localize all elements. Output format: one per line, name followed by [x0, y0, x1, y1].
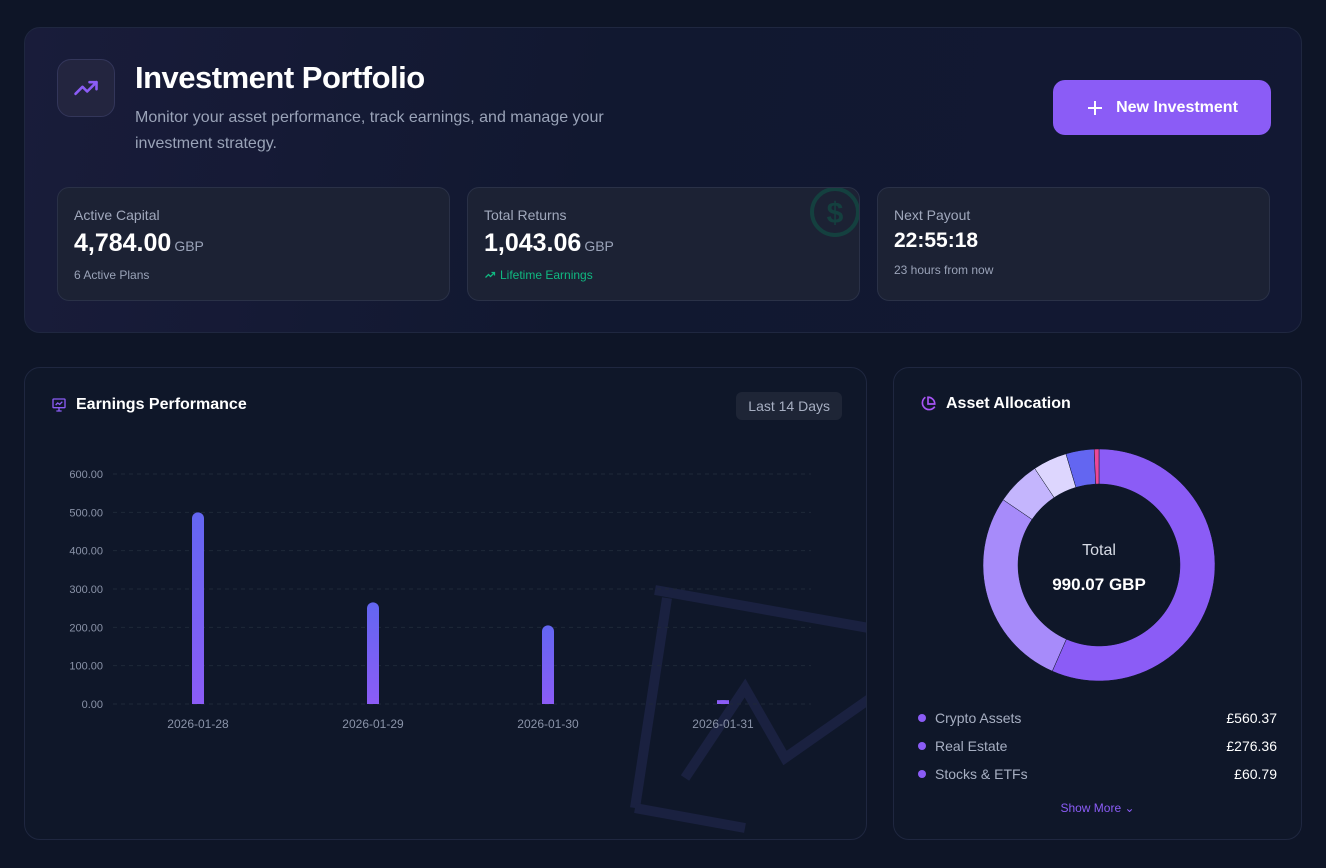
donut-slice[interactable] — [1093, 448, 1100, 485]
legend-dot — [918, 770, 926, 778]
legend-amount: £276.36 — [1226, 738, 1277, 754]
y-tick-label: 500.00 — [69, 507, 103, 519]
bar-base — [192, 698, 204, 704]
bar-base — [367, 698, 379, 704]
stat-note: 6 Active Plans — [74, 268, 150, 282]
show-more-button[interactable]: Show More ⌄ — [894, 801, 1301, 815]
plus-icon — [1088, 100, 1103, 115]
legend-name: Real Estate — [935, 738, 1008, 754]
stat-label: Total Returns — [484, 207, 567, 223]
presentation-chart-icon — [52, 398, 66, 412]
x-tick-label: 2026-01-29 — [342, 717, 404, 731]
card-title: Earnings Performance — [76, 396, 247, 413]
stat-note: Lifetime Earnings — [500, 268, 593, 282]
legend-name: Crypto Assets — [935, 710, 1022, 726]
y-tick-label: 400.00 — [69, 546, 103, 558]
trending-up-icon — [485, 271, 496, 278]
svg-text:$: $ — [827, 197, 844, 230]
stat-total-returns: $ Total Returns 1,043.06 GBP Lifetime Ear… — [467, 187, 860, 301]
allocation-card: Asset Allocation Total 990.07 GBP Crypto … — [893, 367, 1302, 840]
new-investment-button[interactable]: New Investment — [1053, 80, 1271, 135]
y-tick-label: 0.00 — [82, 699, 103, 711]
legend-amount: £60.79 — [1234, 766, 1277, 782]
y-tick-label: 100.00 — [69, 661, 103, 673]
x-tick-label: 2026-01-28 — [167, 717, 229, 731]
y-tick-label: 600.00 — [69, 469, 103, 481]
bar-base — [542, 698, 554, 704]
stat-value: 1,043.06 — [484, 229, 582, 257]
legend-dot — [918, 714, 926, 722]
new-investment-label: New Investment — [1116, 98, 1238, 116]
y-tick-label: 200.00 — [69, 622, 103, 634]
card-title: Asset Allocation — [946, 395, 1071, 412]
show-more-label: Show More — [1060, 801, 1122, 815]
stat-next-payout: Next Payout 22:55:18 23 hours from now — [877, 187, 1270, 301]
stat-active-capital: Active Capital 4,784.00 GBP 6 Active Plan… — [57, 187, 450, 301]
legend-dot — [918, 742, 926, 750]
pie-chart-icon — [921, 396, 936, 411]
date-range-selector[interactable]: Last 14 Days — [736, 392, 842, 420]
page-subtitle: Monitor your asset performance, track ea… — [135, 109, 604, 152]
page-title: Investment Portfolio — [135, 60, 425, 95]
portfolio-header: Investment Portfolio Monitor your asset … — [24, 27, 1302, 333]
stat-unit: GBP — [584, 238, 614, 254]
donut-center-label: Total — [1082, 542, 1116, 559]
earnings-card: Earnings Performance Last 14 Days 0.00 10… — [24, 367, 867, 840]
earnings-bar-chart: 0.00 100.00 200.00 300.00 400.00 500.00 600.00… — [69, 469, 811, 731]
legend-item: Real Estate £276.36 — [918, 738, 1277, 754]
legend-amount: £560.37 — [1226, 710, 1277, 726]
y-tick-label: 300.00 — [69, 584, 103, 596]
bar[interactable] — [542, 625, 554, 704]
stat-value: 22:55:18 — [894, 229, 979, 252]
stat-label: Next Payout — [894, 207, 971, 223]
stat-unit: GBP — [174, 238, 204, 254]
bar[interactable] — [367, 602, 379, 704]
legend-item: Stocks & ETFs £60.79 — [918, 766, 1277, 782]
x-tick-label: 2026-01-30 — [517, 717, 579, 731]
donut-center-value: 990.07 GBP — [1052, 575, 1146, 594]
bar[interactable] — [192, 512, 204, 704]
trending-up-icon — [57, 59, 115, 117]
stat-label: Active Capital — [74, 207, 160, 223]
donut-slice[interactable] — [1051, 448, 1216, 682]
bar-base — [717, 700, 729, 704]
legend-item: Crypto Assets £560.37 — [918, 710, 1277, 726]
dollar-icon: $ — [810, 188, 859, 237]
stat-value: 4,784.00 — [74, 229, 172, 257]
chevron-down-icon: ⌄ — [1124, 801, 1135, 815]
allocation-donut-chart: Total 990.07 GBP — [982, 448, 1216, 682]
watermark-chart-icon — [630, 585, 866, 833]
legend-name: Stocks & ETFs — [935, 766, 1028, 782]
stat-note: 23 hours from now — [894, 263, 994, 277]
x-tick-label: 2026-01-31 — [692, 717, 754, 731]
